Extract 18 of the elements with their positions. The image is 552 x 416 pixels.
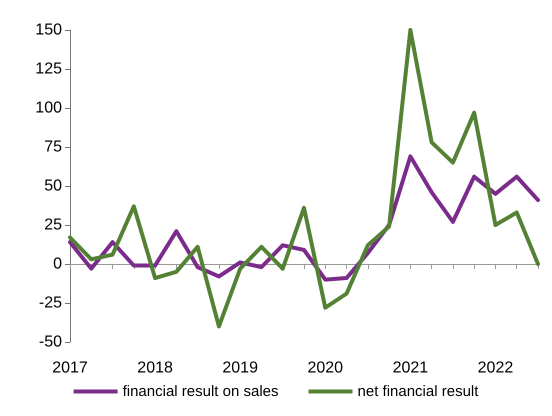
- y-tick-label: 150: [35, 22, 62, 38]
- y-tick-label: -25: [38, 294, 62, 312]
- y-tick-label: 50: [44, 178, 62, 194]
- x-tick-label: 2020: [307, 360, 344, 376]
- y-tick-label: 0: [53, 256, 62, 272]
- y-tick-label: 100: [35, 100, 62, 116]
- y-tick-label: 25: [44, 216, 62, 234]
- x-tick-label: 2019: [222, 360, 258, 376]
- x-tick-label: 2017: [52, 360, 88, 376]
- y-tick-label: 75: [44, 138, 62, 156]
- legend-label: financial result on sales: [122, 383, 279, 400]
- y-tick-label: -50: [38, 334, 62, 350]
- legend-label: net financial result: [358, 383, 480, 400]
- x-tick-label: 2021: [392, 360, 428, 376]
- x-tick-label: 2018: [137, 360, 173, 376]
- x-tick-label: 2022: [478, 360, 514, 376]
- line-series: [68, 28, 540, 328]
- y-tick-label: 125: [35, 60, 62, 78]
